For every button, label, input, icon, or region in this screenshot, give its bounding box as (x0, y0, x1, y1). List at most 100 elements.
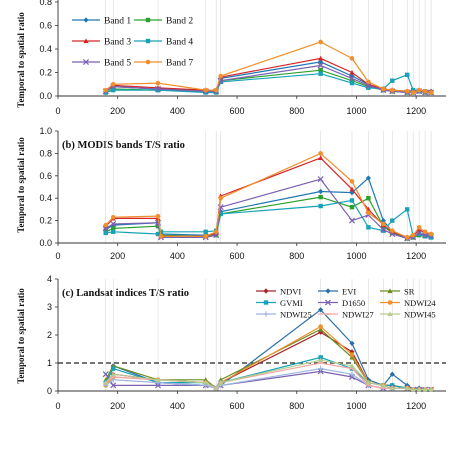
legend-marker-band-4 (145, 38, 151, 44)
data-point-gvmi (318, 355, 323, 360)
x-tick-label: 200 (110, 401, 125, 411)
data-point-band-7 (410, 90, 416, 95)
data-point-band-5 (110, 220, 117, 227)
data-point-ndwi45 (318, 357, 324, 363)
data-point-band-4 (155, 231, 161, 237)
legend-marker-ndwi24 (387, 300, 393, 305)
panel-b: Temporal to spatial ratio (b) MODIS band… (16, 126, 446, 261)
x-tick-label: 400 (170, 251, 185, 261)
x-tick-label: 1000 (346, 251, 366, 261)
data-point-band-5 (416, 229, 423, 236)
data-point-band-5 (348, 75, 356, 82)
data-point-band-7 (155, 80, 161, 86)
data-point-band-5 (213, 232, 220, 239)
data-point-ndvi (318, 329, 324, 335)
data-point-d1650 (317, 368, 324, 375)
x-tick-label: 600 (230, 401, 245, 411)
data-point-band-4 (318, 203, 323, 209)
data-point-band-4 (422, 234, 428, 239)
data-point-band-4 (203, 90, 208, 95)
data-point-band-2 (349, 204, 355, 210)
data-point-band-4 (405, 72, 410, 78)
data-point-ndwi45 (389, 385, 395, 391)
data-point-d1650 (154, 382, 162, 389)
x-tick-label: 800 (289, 251, 304, 261)
data-point-gvmi (390, 383, 395, 388)
data-point-band-7 (155, 213, 161, 219)
legend-label-ndwi25: NDWI25 (280, 309, 312, 319)
data-point-band-7 (366, 79, 371, 85)
data-point-band-4 (416, 231, 422, 237)
data-point-band-4 (349, 198, 355, 203)
data-point-band-4 (366, 85, 371, 90)
y-tick-label: 0 (47, 386, 52, 396)
data-point-band-4 (213, 90, 219, 95)
legend-marker-sr (387, 288, 393, 294)
date-gridlines (105, 0, 432, 96)
y-tick-label: 0.2 (39, 68, 52, 78)
data-point-band-5 (102, 225, 109, 232)
series-group (102, 151, 435, 242)
panel-c: Temporal to spatial ratio (c) Landsat in… (16, 274, 446, 411)
x-tick-label: 1000 (346, 106, 366, 116)
x-tick-label: 600 (230, 106, 245, 116)
data-point-band-2 (349, 78, 355, 83)
legend-marker-evi (325, 288, 331, 294)
data-point-band-3 (349, 69, 355, 75)
data-point-band-7 (318, 151, 323, 156)
panel-a-ylabel: Temporal to spatial ratio (16, 12, 26, 108)
legend-label-evi: EVI (342, 286, 356, 296)
data-point-band-7 (218, 73, 223, 79)
legend: Band 1 Band 2 Band 3 Band 4 Band 5 Band 7 (72, 16, 193, 68)
data-point-band-7 (203, 233, 209, 239)
legend-marker-band-1 (83, 17, 89, 23)
data-point-band-1 (318, 188, 324, 195)
data-point-band-4 (366, 225, 371, 230)
data-point-band-4 (111, 229, 116, 234)
legend-label-band-4: Band 4 (166, 37, 193, 47)
data-point-band-3 (318, 155, 324, 160)
data-point-band-7 (381, 221, 386, 227)
data-point-band-7 (349, 179, 355, 184)
data-point-band-7 (203, 87, 209, 93)
data-point-band-5 (317, 176, 324, 183)
data-point-ndwi45 (404, 385, 410, 391)
data-point-ndwi45 (203, 380, 209, 385)
panel-a: Temporal to spatial ratio 0.0 0.2 0.4 0.6 0.… (16, 0, 446, 116)
panel-c-ylabel: Temporal to spatial ratio (16, 288, 26, 384)
x-tick-label: 200 (110, 251, 125, 261)
data-point-band-4 (390, 78, 395, 83)
data-point-ndwi45 (218, 380, 224, 385)
data-point-band-5 (317, 62, 324, 69)
data-point-band-7 (428, 231, 434, 237)
data-point-ndwi25 (110, 377, 116, 383)
data-point-band-7 (158, 233, 164, 239)
legend-label-band-3: Band 3 (104, 37, 131, 47)
data-point-band-7 (218, 195, 223, 201)
y-tick-label: 0.8 (39, 148, 52, 158)
x-tick-label: 1200 (406, 251, 426, 261)
legend-label-ndwi27: NDWI27 (342, 309, 374, 319)
y-tick-label: 0.0 (39, 91, 52, 101)
data-point-band-7 (213, 87, 219, 93)
data-point-ndwi25 (349, 371, 355, 377)
legend-label-ndwi24: NDWI24 (404, 298, 436, 308)
date-gridlines (105, 279, 432, 391)
data-point-band-7 (389, 87, 395, 93)
data-point-d1650 (102, 371, 109, 378)
series-group (102, 39, 435, 96)
legend-label-band-5: Band 5 (104, 58, 131, 68)
data-point-band-4 (103, 90, 108, 95)
legend-label-ndvi: NDVI (280, 286, 301, 296)
data-point-evi (404, 382, 410, 388)
legend-label-gvmi: GVMI (280, 298, 303, 308)
data-point-ndwi25 (318, 366, 324, 372)
data-point-band-4 (318, 71, 323, 76)
data-point-evi (349, 340, 355, 346)
legend-marker-band-3 (83, 38, 89, 44)
data-point-evi (318, 307, 324, 313)
data-point-band-4 (218, 211, 223, 217)
data-point-band-7 (404, 89, 410, 94)
y-tick-label: 0.6 (39, 21, 52, 31)
